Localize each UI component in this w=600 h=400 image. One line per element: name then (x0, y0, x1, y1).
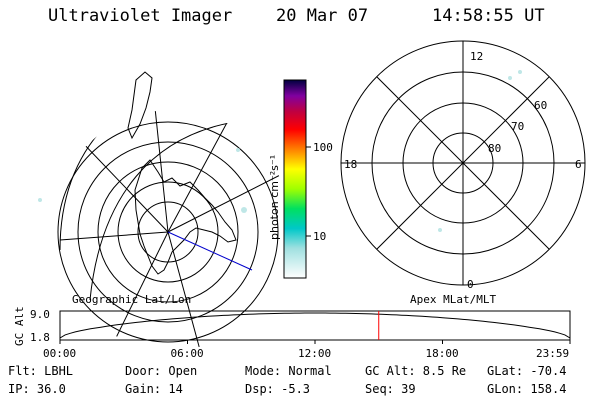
time-label: 14:58:55 UT (432, 6, 545, 26)
dsp-info: Dsp: -5.3 (245, 382, 311, 396)
lon-line (167, 169, 291, 233)
geographic-map (57, 110, 291, 350)
lat-circle (117, 181, 219, 283)
faint-emission-spot (38, 198, 42, 202)
mlt-label-6: 6 (575, 158, 582, 171)
filter-info: Flt: LBHL (8, 364, 74, 378)
alt-ymax-label: 9.0 (30, 308, 50, 321)
date-label: 20 Mar 07 (276, 6, 369, 26)
glon-info: GLon: 158.4 (487, 382, 567, 396)
colorbar-tick-label: 100 (313, 141, 333, 154)
ip-info: IP: 36.0 (8, 382, 66, 396)
right-panel-caption: Apex MLat/MLT (410, 293, 496, 306)
lon-line (59, 231, 169, 241)
faint-emission-spot (518, 70, 522, 74)
lon-line (79, 139, 169, 233)
polar-plot (340, 40, 586, 286)
mlt-diagonal (376, 76, 550, 250)
alt-strip-frame (59, 310, 571, 341)
colorbar (283, 79, 307, 279)
colorbar-tick-label: 10 (313, 230, 326, 243)
alt-ymin-label: 1.8 (30, 331, 50, 344)
faint-emission-spot (241, 207, 247, 213)
lat-circle (77, 141, 259, 323)
coastline (134, 159, 237, 275)
peninsula (127, 71, 153, 140)
faint-emission-spot (236, 148, 240, 152)
gc-alt-info: GC Alt: 8.5 Re (365, 364, 467, 378)
lon-line (167, 110, 251, 233)
colorbar-unit-label: photon cm⁻²s⁻¹ (268, 155, 281, 240)
page-title: Ultraviolet Imager (48, 6, 233, 26)
mlat-label-60: 60 (534, 99, 547, 112)
time-tick-label: 12:00 (298, 347, 331, 360)
track-line (167, 231, 253, 271)
mlt-label-0: 0 (467, 278, 474, 291)
glat-info: GLat: -70.4 (487, 364, 567, 378)
lon-curve (89, 119, 251, 301)
door-info: Door: Open (125, 364, 198, 378)
faint-emission-spot (508, 76, 512, 80)
seq-info: Seq: 39 (365, 382, 416, 396)
lat-circle (57, 121, 279, 343)
lon-line (167, 231, 201, 350)
mlt-label-12: 12 (470, 50, 483, 63)
lat-circle (97, 161, 239, 303)
mlat-label-80: 80 (488, 142, 501, 155)
time-axis: 00:00 06:00 12:00 18:00 23:59 (43, 340, 571, 360)
mode-info: Mode: Normal (245, 364, 332, 378)
time-tick-label: 06:00 (171, 347, 204, 360)
time-tick-label: 00:00 (43, 347, 76, 360)
mlt-label-18: 18 (344, 158, 357, 171)
mlat-label-70: 70 (511, 120, 524, 133)
lon-line (109, 231, 169, 350)
gain-info: Gain: 14 (125, 382, 183, 396)
faint-emission-spot (438, 228, 442, 232)
alt-axis-label: GC Alt (13, 306, 26, 346)
left-panel-caption: Geographic Lat/Lon (72, 293, 191, 306)
alt-curve (59, 312, 571, 339)
time-tick-label: 23:59 (536, 347, 569, 360)
lon-line (149, 110, 169, 233)
time-tick-label: 18:00 (426, 347, 459, 360)
